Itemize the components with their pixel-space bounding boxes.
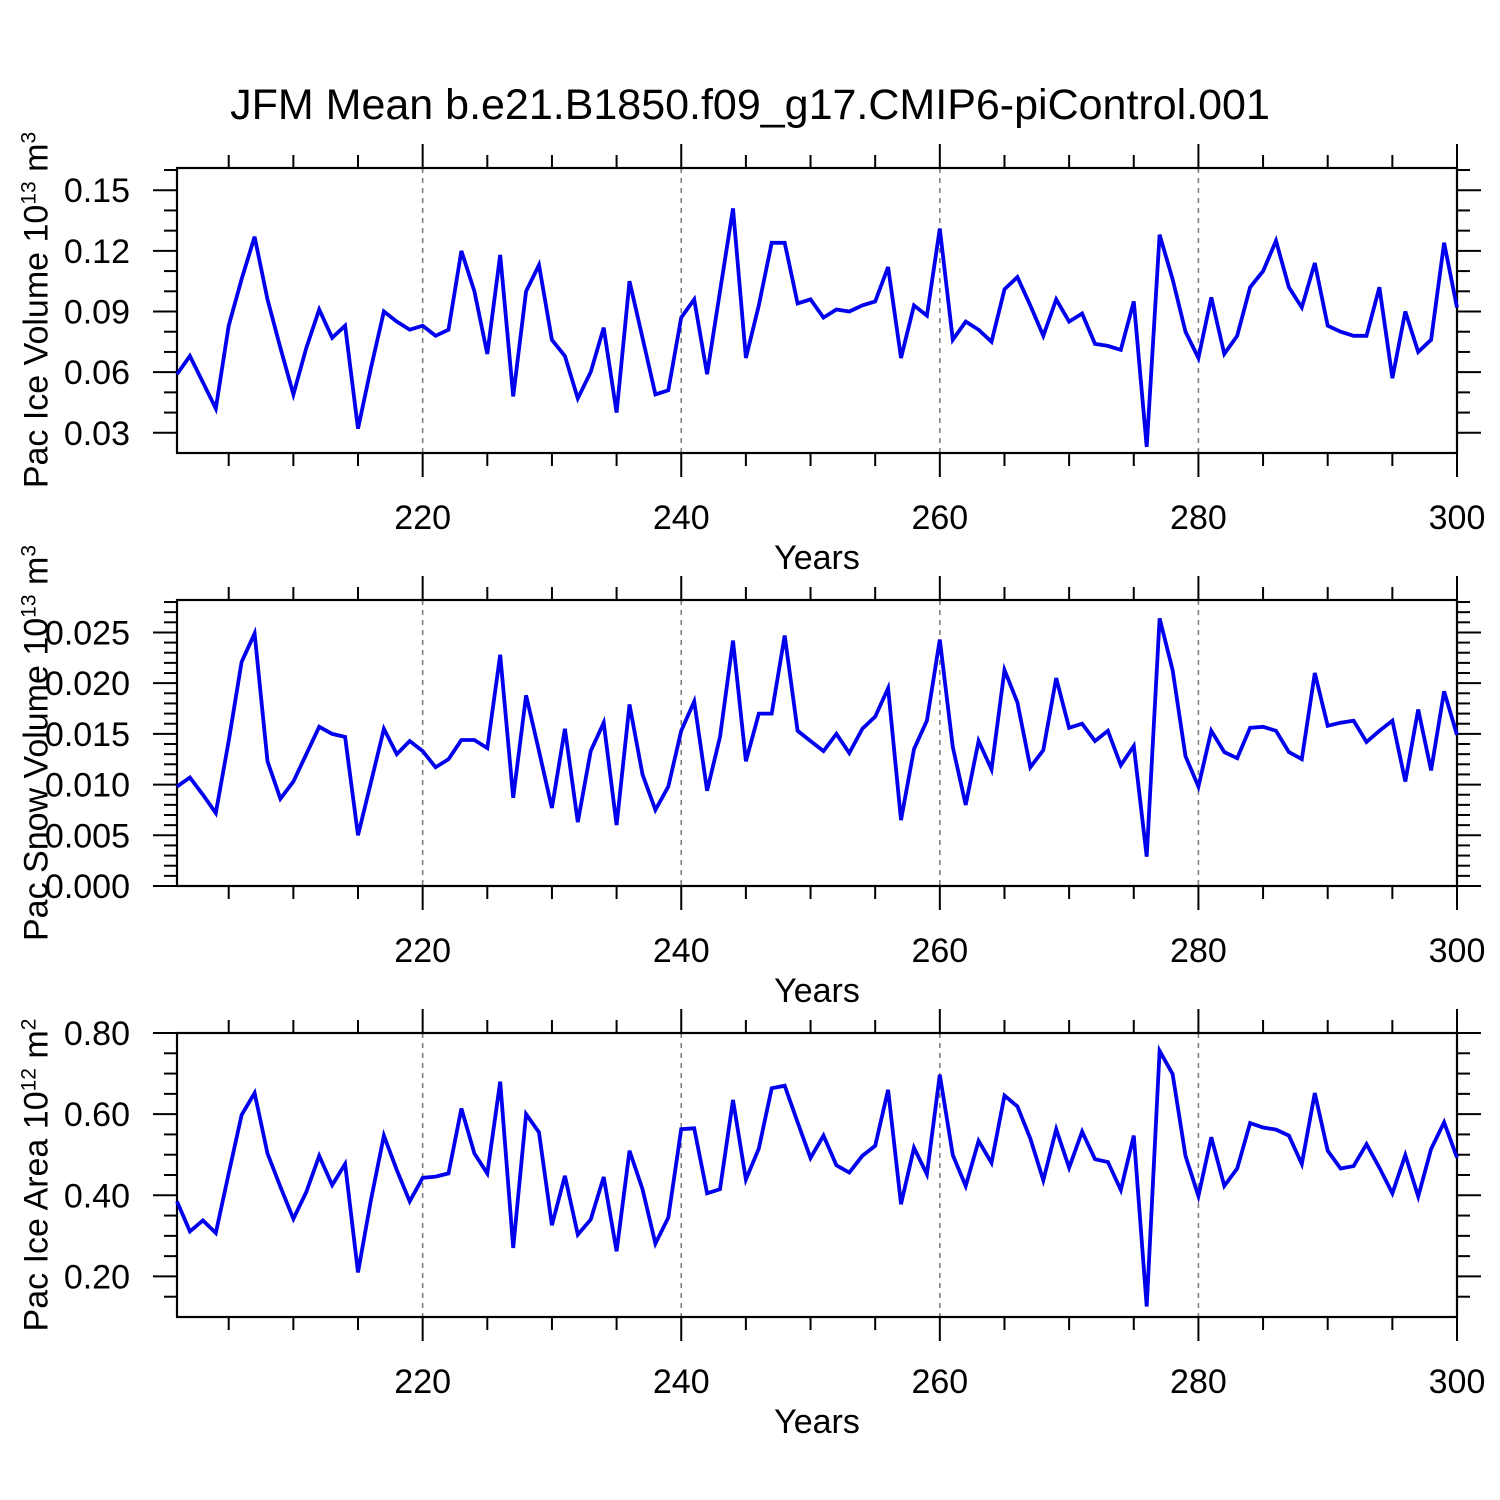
pac-ice-area-x-tick-label: 240 xyxy=(653,1363,710,1401)
pac-ice-area-x-tick-label: 280 xyxy=(1170,1363,1227,1401)
pac-ice-area-y-tick-label: 0.80 xyxy=(64,1015,130,1053)
figure-title: JFM Mean b.e21.B1850.f09_g17.CMIP6-piCon… xyxy=(230,81,1270,129)
pac-ice-volume-y-tick-label: 0.03 xyxy=(64,415,130,453)
pac-ice-volume-x-tick-label: 240 xyxy=(653,499,710,537)
pac-snow-volume-x-tick-label: 280 xyxy=(1170,932,1227,970)
pac-snow-volume-series-line xyxy=(175,617,1459,857)
pac-ice-volume-x-tick-label: 300 xyxy=(1429,499,1486,537)
pac-ice-area-x-axis-title: Years xyxy=(774,1403,860,1441)
pac-snow-volume-y-tick-label: 0.015 xyxy=(45,716,130,754)
pac-snow-volume-y-tick-label: 0.000 xyxy=(45,868,130,906)
pac-ice-volume-series-line xyxy=(175,208,1459,448)
pac-ice-area-series-line xyxy=(175,1044,1459,1307)
pac-ice-volume-y-tick-label: 0.06 xyxy=(64,354,130,392)
pac-ice-area-y-tick-label: 0.60 xyxy=(64,1096,130,1134)
pac-ice-volume-y-tick-label: 0.12 xyxy=(64,233,130,271)
pac-ice-area-x-tick-label: 260 xyxy=(911,1363,968,1401)
pac-ice-area-y-tick-label: 0.20 xyxy=(64,1258,130,1296)
pac-snow-volume-y-tick-label: 0.025 xyxy=(45,614,130,652)
pac-ice-area-x-tick-label: 300 xyxy=(1429,1363,1486,1401)
pac-ice-volume-x-tick-label: 220 xyxy=(394,499,451,537)
pac-ice-area-y-tick-label: 0.40 xyxy=(64,1177,130,1215)
pac-ice-volume-y-tick-label: 0.09 xyxy=(64,294,130,332)
pac-snow-volume-y-tick-label: 0.010 xyxy=(45,767,130,805)
pac-snow-volume-frame xyxy=(175,598,1459,888)
pac-ice-volume-x-axis-title: Years xyxy=(774,539,860,577)
pac-snow-volume-x-tick-label: 220 xyxy=(394,932,451,970)
pac-ice-volume-x-tick-label: 280 xyxy=(1170,499,1227,537)
pac-ice-volume-x-tick-label: 260 xyxy=(911,499,968,537)
pac-snow-volume-x-tick-label: 260 xyxy=(911,932,968,970)
pac-ice-volume-y-tick-label: 0.15 xyxy=(64,172,130,210)
pac-ice-area-frame xyxy=(175,1031,1459,1319)
pac-ice-volume-frame xyxy=(175,166,1459,455)
pac-snow-volume-x-tick-label: 240 xyxy=(653,932,710,970)
pac-snow-volume-x-tick-label: 300 xyxy=(1429,932,1486,970)
pac-ice-area-x-tick-label: 220 xyxy=(394,1363,451,1401)
pac-snow-volume-y-tick-label: 0.020 xyxy=(45,665,130,703)
pac-snow-volume-y-tick-label: 0.005 xyxy=(45,817,130,855)
pac-snow-volume-x-axis-title: Years xyxy=(774,972,860,1010)
